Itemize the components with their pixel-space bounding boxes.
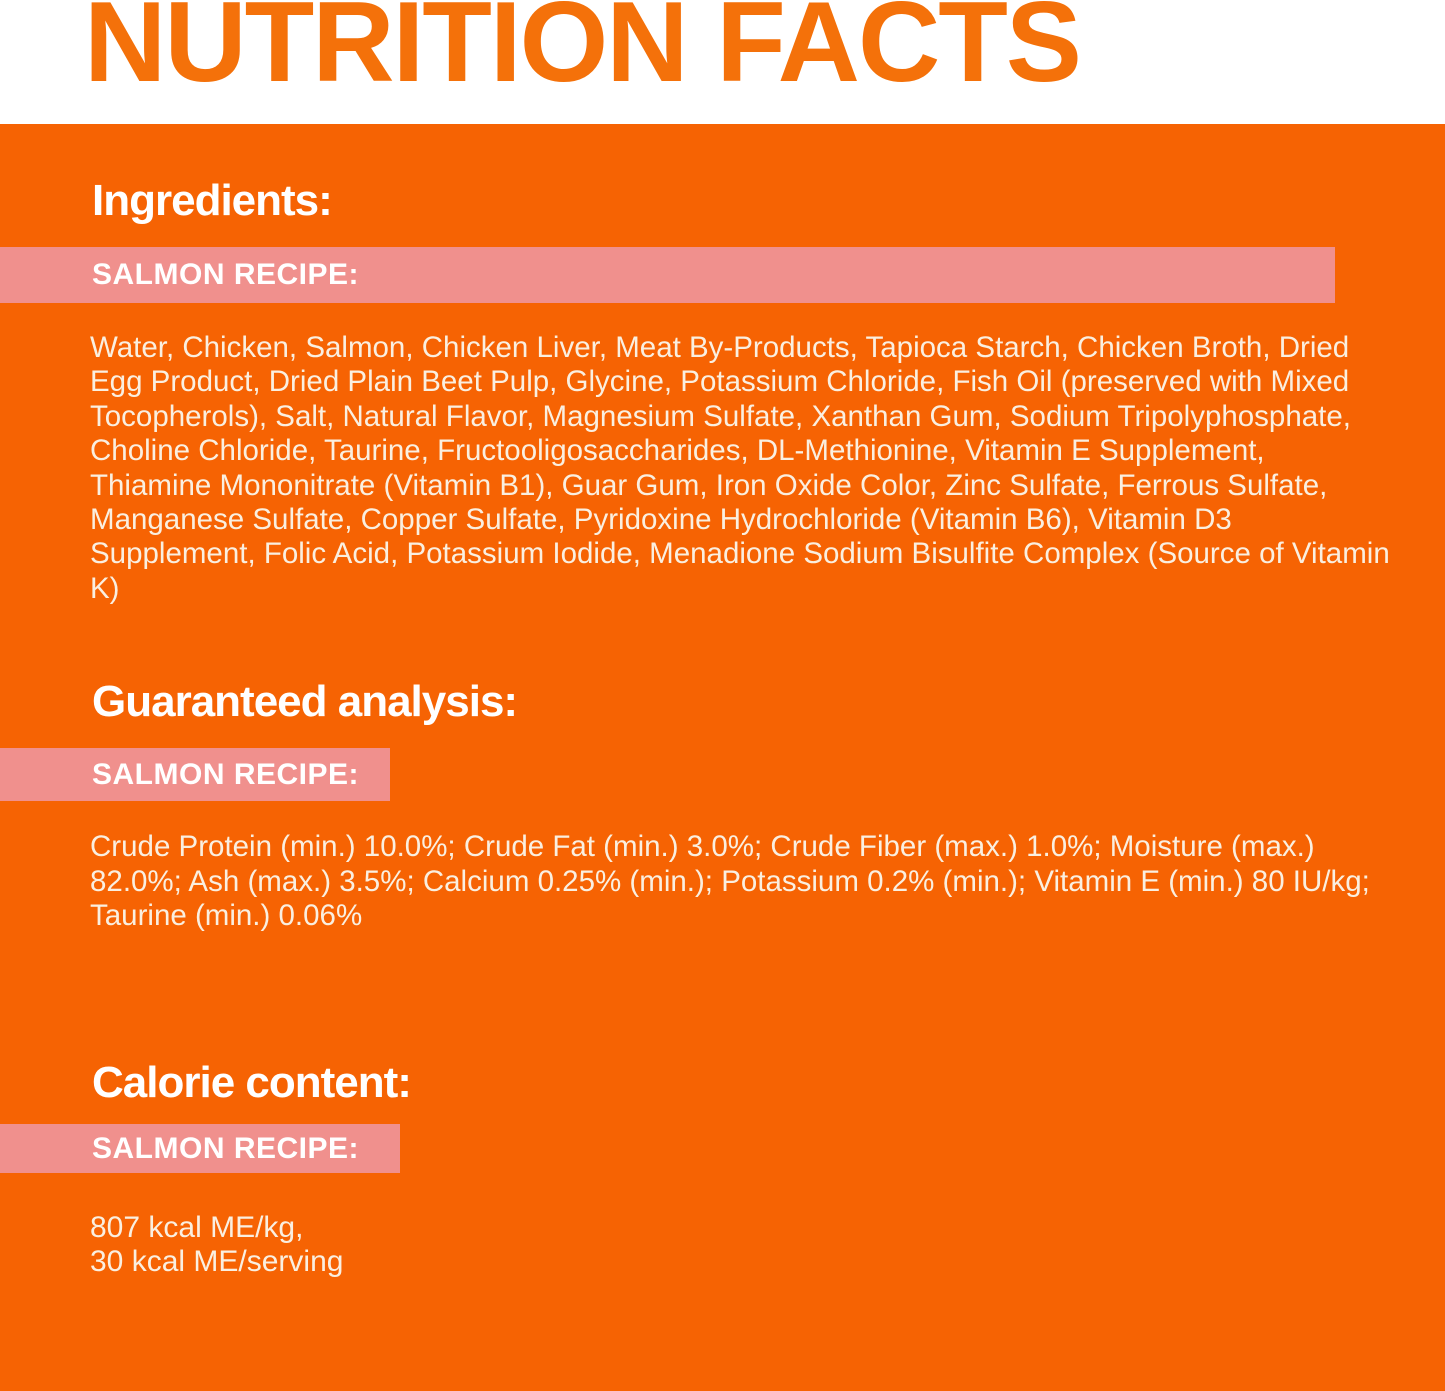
analysis-recipe-band: SALMON RECIPE:: [0, 748, 390, 802]
ingredients-heading: Ingredients:: [92, 176, 333, 225]
section-calorie-content: Calorie content: SALMON RECIPE: 807 kcal…: [0, 933, 1445, 1279]
calorie-recipe-band: SALMON RECIPE:: [0, 1124, 400, 1174]
section-ingredients: Ingredients: SALMON RECIPE: Water, Chick…: [0, 124, 1445, 606]
calorie-content-heading: Calorie content:: [92, 1058, 412, 1108]
calorie-content-text: 807 kcal ME/kg, 30 kcal ME/serving: [90, 1211, 1390, 1279]
calorie-line-kg: 807 kcal ME/kg,: [90, 1211, 304, 1245]
calorie-line-serving: 30 kcal ME/serving: [90, 1245, 344, 1279]
analysis-recipe-label: SALMON RECIPE:: [92, 757, 360, 791]
ingredients-text: Water, Chicken, Salmon, Chicken Liver, M…: [90, 331, 1390, 605]
guaranteed-analysis-text: Crude Protein (min.) 10.0%; Crude Fat (m…: [90, 830, 1370, 933]
section-guaranteed-analysis: Guaranteed analysis: SALMON RECIPE: Crud…: [0, 606, 1445, 933]
guaranteed-analysis-heading: Guaranteed analysis:: [92, 677, 518, 727]
page-title: NUTRITION FACTS: [84, 0, 1082, 106]
label-header: NUTRITION FACTS: [0, 0, 1445, 124]
ingredients-recipe-label: SALMON RECIPE:: [92, 258, 360, 291]
calorie-recipe-label: SALMON RECIPE:: [92, 1131, 360, 1165]
label-body: Ingredients: SALMON RECIPE: Water, Chick…: [0, 124, 1445, 1279]
ingredients-recipe-band: SALMON RECIPE:: [0, 247, 1335, 303]
